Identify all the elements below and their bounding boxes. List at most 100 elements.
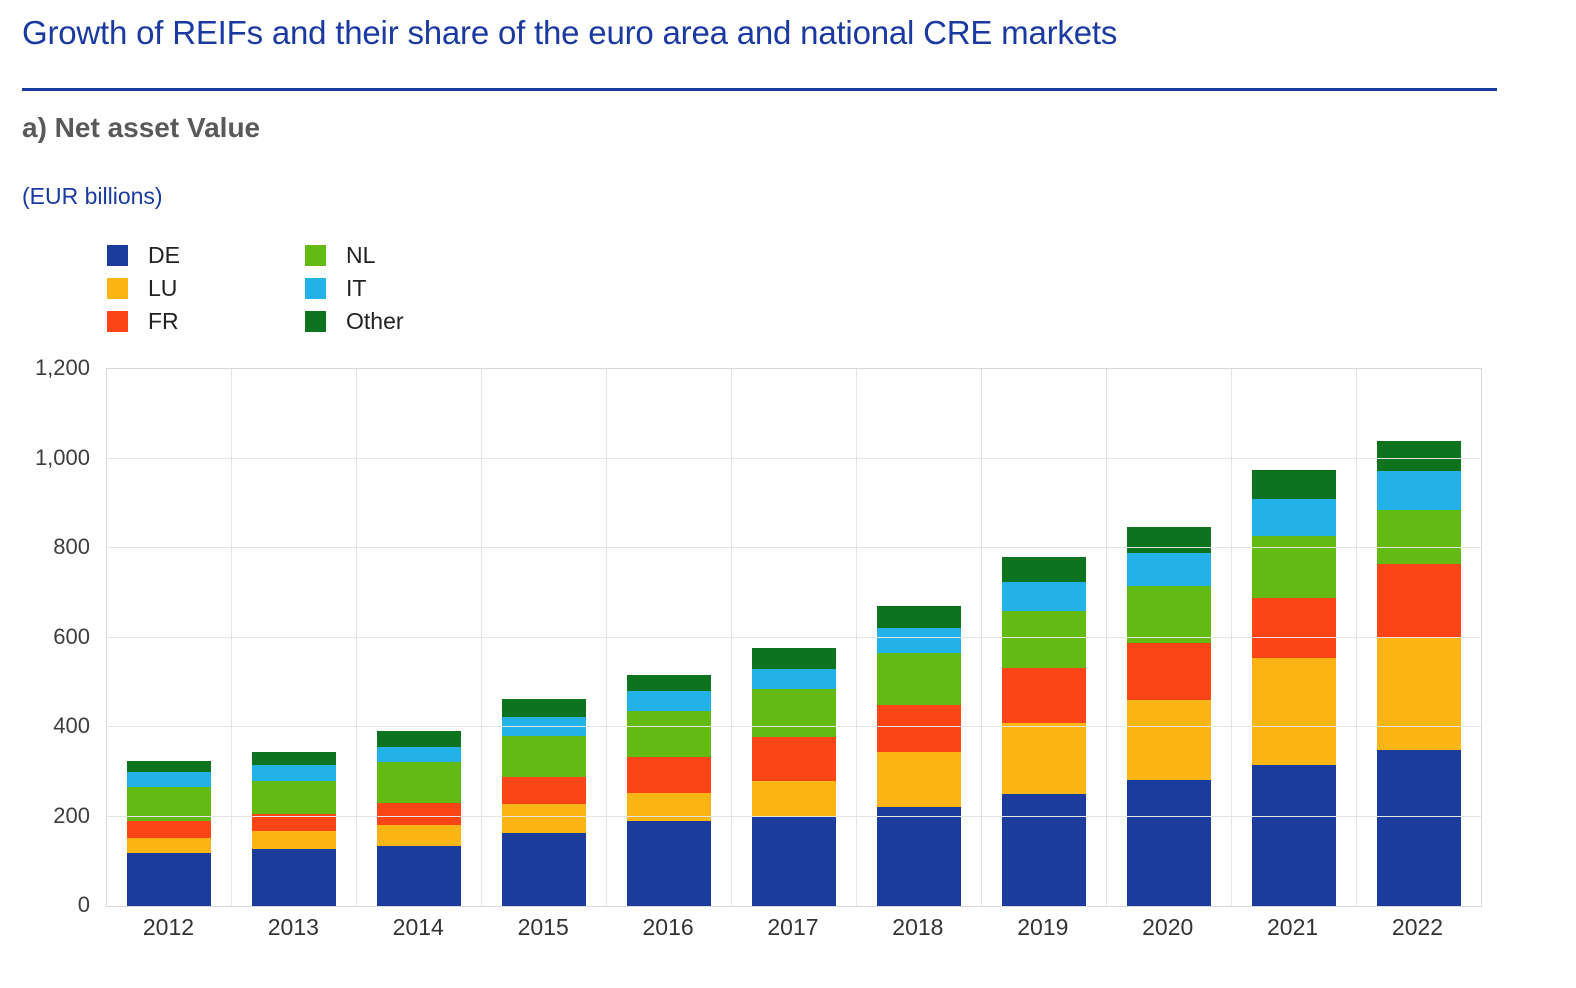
bar-segment-lu-2015 xyxy=(502,804,586,833)
y-axis-tick-label-400: 400 xyxy=(53,713,90,738)
legend: DE LU FR NL IT Other xyxy=(107,242,404,344)
bar-segment-fr-2012 xyxy=(127,820,211,838)
bar-segment-de-2017 xyxy=(752,816,836,906)
x-axis-tick-label-2013: 2013 xyxy=(267,914,319,940)
legend-item-other: Other xyxy=(305,310,404,333)
bar-segment-lu-2021 xyxy=(1252,658,1336,765)
bar-2021 xyxy=(1252,470,1336,906)
bar-segment-other-2021 xyxy=(1252,470,1336,500)
legend-label-nl: NL xyxy=(346,242,376,268)
bar-segment-it-2018 xyxy=(877,627,961,653)
bar-segment-de-2022 xyxy=(1377,750,1461,906)
bar-segment-it-2012 xyxy=(127,772,211,787)
legend-label-it: IT xyxy=(346,275,367,301)
bar-segment-nl-2019 xyxy=(1002,611,1086,668)
bar-segment-nl-2014 xyxy=(377,762,461,803)
bar-segment-other-2012 xyxy=(127,760,211,773)
legend-column-2: NL IT Other xyxy=(305,242,404,344)
bar-2014 xyxy=(377,731,461,906)
bar-2016 xyxy=(627,675,711,906)
bar-segment-fr-2018 xyxy=(877,705,961,753)
x-axis-tick-label-2014: 2014 xyxy=(392,914,444,940)
bar-segment-fr-2019 xyxy=(1002,667,1086,723)
bar-segment-de-2013 xyxy=(252,849,336,906)
bar-segment-de-2012 xyxy=(127,852,211,906)
bar-segment-lu-2019 xyxy=(1002,722,1086,794)
bar-segment-it-2016 xyxy=(627,690,711,712)
y-axis-tick-label-1200: 1,200 xyxy=(34,355,90,380)
category-slot-2013 xyxy=(232,369,357,906)
bar-2017 xyxy=(752,647,836,906)
gridline-h-200 xyxy=(107,815,1481,817)
bar-segment-lu-2012 xyxy=(127,837,211,853)
bar-segment-other-2017 xyxy=(752,647,836,669)
bar-segment-nl-2018 xyxy=(877,652,961,706)
legend-swatch-nl xyxy=(305,245,326,266)
bar-segment-de-2020 xyxy=(1127,779,1211,906)
bar-segment-fr-2022 xyxy=(1377,564,1461,638)
bar-segment-lu-2013 xyxy=(252,831,336,850)
x-axis-tick-label-2016: 2016 xyxy=(642,914,694,940)
bar-2013 xyxy=(252,752,336,906)
category-slot-2018 xyxy=(857,369,982,906)
legend-item-fr: FR xyxy=(107,308,305,334)
gridline-h-1000 xyxy=(107,457,1481,459)
bar-segment-it-2017 xyxy=(752,668,836,690)
y-axis-tick-label-200: 200 xyxy=(53,802,90,828)
bar-segment-lu-2022 xyxy=(1377,637,1461,751)
bar-segment-fr-2017 xyxy=(752,737,836,781)
bar-segment-nl-2012 xyxy=(127,786,211,821)
legend-label-de: DE xyxy=(148,242,180,268)
legend-swatch-it xyxy=(305,278,326,299)
bar-segment-de-2016 xyxy=(627,821,711,906)
y-axis-tick-label-800: 800 xyxy=(53,534,90,559)
bar-segment-de-2014 xyxy=(377,845,461,906)
bar-segment-other-2020 xyxy=(1127,527,1211,553)
bar-segment-other-2022 xyxy=(1377,441,1461,472)
bar-segment-nl-2021 xyxy=(1252,536,1336,598)
bar-2019 xyxy=(1002,556,1086,906)
category-slot-2012 xyxy=(107,369,232,906)
bar-segment-other-2019 xyxy=(1002,556,1086,582)
bar-segment-it-2020 xyxy=(1127,552,1211,586)
legend-label-lu: LU xyxy=(148,275,178,301)
x-axis: 2012 2013 2014 2015 2016 2017 2018 2019 2020 2021… xyxy=(106,914,1480,941)
bar-2022 xyxy=(1377,441,1461,906)
bar-segment-lu-2017 xyxy=(752,780,836,817)
legend-item-lu: LU xyxy=(107,275,305,301)
bar-2020 xyxy=(1127,527,1211,906)
legend-swatch-de xyxy=(107,245,128,266)
legend-label-fr: FR xyxy=(148,308,179,334)
bar-segment-lu-2016 xyxy=(627,792,711,822)
unit-label: (EUR billions) xyxy=(22,183,163,209)
bar-segment-nl-2022 xyxy=(1377,509,1461,565)
bar-segment-it-2019 xyxy=(1002,581,1086,612)
legend-swatch-lu xyxy=(107,278,128,299)
plot-area xyxy=(106,368,1482,907)
bar-2012 xyxy=(127,760,211,906)
legend-item-it: IT xyxy=(305,275,404,301)
x-axis-tick-label-2019: 2019 xyxy=(1017,914,1069,940)
category-slot-2016 xyxy=(607,369,732,906)
category-slot-2015 xyxy=(482,369,607,906)
x-axis-tick-label-2018: 2018 xyxy=(892,914,944,940)
bar-segment-lu-2018 xyxy=(877,752,961,808)
category-slot-2020 xyxy=(1107,369,1232,906)
bar-segment-nl-2020 xyxy=(1127,585,1211,643)
category-slot-2021 xyxy=(1232,369,1357,906)
bar-segment-fr-2015 xyxy=(502,777,586,804)
category-slot-2022 xyxy=(1357,369,1481,906)
bar-segment-fr-2020 xyxy=(1127,642,1211,700)
bar-segment-it-2021 xyxy=(1252,499,1336,537)
bar-segment-de-2019 xyxy=(1002,793,1086,906)
bar-segment-it-2013 xyxy=(252,764,336,781)
category-slot-2017 xyxy=(732,369,857,906)
bar-segment-it-2022 xyxy=(1377,471,1461,510)
bar-segment-de-2015 xyxy=(502,832,586,906)
gridline-h-600 xyxy=(107,636,1481,638)
legend-item-de: DE xyxy=(107,242,305,268)
plot-slots xyxy=(107,369,1481,906)
gridline-h-400 xyxy=(107,726,1481,727)
x-axis-tick-label-2022: 2022 xyxy=(1391,914,1444,940)
